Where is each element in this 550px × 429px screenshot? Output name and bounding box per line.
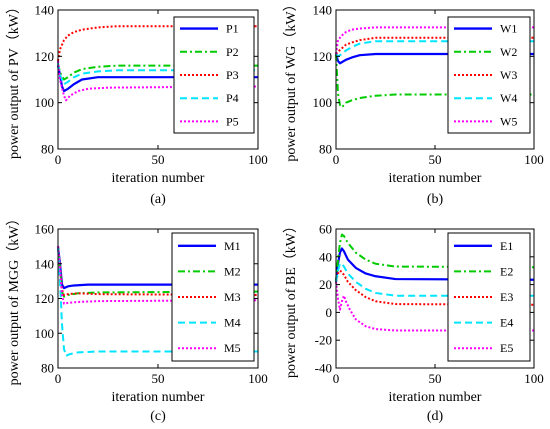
series-line-e4 <box>335 262 534 297</box>
y-tick-label: 140 <box>35 256 55 271</box>
x-tick-label: 100 <box>524 371 544 386</box>
chart-panel: 0 50 100 80 100 120 140 iteration number power o… <box>6 0 268 207</box>
series-line-w2 <box>335 53 534 109</box>
y-tick-label: 100 <box>35 95 55 110</box>
chart-panel: 0 50 100 -40 -20 0 20 40 60 iteration number power… <box>283 219 544 424</box>
legend-label-m3: M3 <box>224 290 241 304</box>
y-tick-label: 80 <box>319 142 332 157</box>
legend-label-e5: E5 <box>500 341 513 355</box>
series-line-p4 <box>57 63 258 86</box>
series-line-w5 <box>335 26 534 55</box>
panel-caption: (c) <box>150 409 166 424</box>
y-axis-label: power output of MGG（kW） <box>6 212 22 386</box>
legend-label-m2: M2 <box>224 264 241 278</box>
series-line-w1 <box>334 52 534 65</box>
legend-label-p5: P5 <box>226 114 239 128</box>
series-line-p5 <box>57 60 259 102</box>
x-tick-label: 0 <box>333 152 340 167</box>
series-line-e5 <box>335 281 534 332</box>
x-axis-label: iteration number <box>112 390 205 405</box>
y-tick-label: 140 <box>35 3 55 18</box>
panel-caption: (a) <box>150 192 166 207</box>
series-line-w3 <box>335 36 534 55</box>
y-tick-label: -40 <box>315 361 332 376</box>
x-axis-label: iteration number <box>389 390 482 405</box>
y-tick-label: 100 <box>313 95 333 110</box>
series-line-e3 <box>335 269 535 306</box>
legend-box <box>447 232 531 362</box>
legend-label-e4: E4 <box>500 316 513 330</box>
legend: W1 W2 W3 W4 W5 <box>447 16 531 134</box>
x-tick-label: 50 <box>152 371 165 386</box>
x-tick-label: 0 <box>55 152 62 167</box>
legend-label-e3: E3 <box>500 290 513 304</box>
x-tick-label: 50 <box>429 371 442 386</box>
legend-label-e1: E1 <box>500 239 513 253</box>
x-tick-label: 50 <box>429 152 442 167</box>
legend-label-m4: M4 <box>224 316 241 330</box>
y-tick-label: 80 <box>41 142 54 157</box>
y-tick-label: 140 <box>313 3 333 18</box>
y-axis-label: power output of BE（kW） <box>283 219 299 378</box>
x-tick-label: 100 <box>248 371 268 386</box>
y-axis-label: power output of PV（kW） <box>6 0 22 159</box>
chart-panel: 0 50 100 80 100 120 140 160 iteration number powe… <box>6 212 268 424</box>
panel-caption: (b) <box>427 192 444 207</box>
legend: E1 E2 E3 E4 E5 <box>447 232 531 362</box>
legend-label-p2: P2 <box>226 45 239 59</box>
panel-caption: (d) <box>427 409 444 424</box>
x-tick-label: 50 <box>152 152 165 167</box>
x-tick-label: 0 <box>55 371 62 386</box>
x-axis-label: iteration number <box>389 171 482 186</box>
y-tick-label: 120 <box>35 291 55 306</box>
legend-label-e2: E2 <box>500 264 513 278</box>
x-axis-label: iteration number <box>112 171 205 186</box>
legend: P1 P2 P3 P4 P5 <box>173 16 255 134</box>
y-tick-label: 80 <box>41 361 54 376</box>
legend-label-w1: W1 <box>500 22 517 36</box>
chart-panel: 0 50 100 80 100 120 140 iteration number power o… <box>283 0 544 207</box>
legend-label-p4: P4 <box>226 91 239 105</box>
y-tick-label: 120 <box>35 49 55 64</box>
legend-label-w4: W4 <box>500 91 517 105</box>
series-line-p3 <box>57 25 258 62</box>
series-line-m4 <box>57 246 258 357</box>
legend-label-m1: M1 <box>224 239 241 253</box>
legend-label-m5: M5 <box>224 341 241 355</box>
y-tick-label: 160 <box>35 222 55 237</box>
y-tick-label: 100 <box>35 326 55 341</box>
legend-label-w2: W2 <box>500 45 517 59</box>
y-tick-label: -20 <box>315 333 332 348</box>
x-tick-label: 100 <box>248 152 268 167</box>
y-tick-label: 0 <box>326 305 333 320</box>
legend-box <box>171 232 255 362</box>
series-line-m5 <box>57 246 259 305</box>
y-tick-label: 120 <box>313 49 333 64</box>
legend: M1 M2 M3 M4 M5 <box>171 232 255 362</box>
y-tick-label: 60 <box>319 222 332 237</box>
x-tick-label: 0 <box>333 371 340 386</box>
legend-label-p3: P3 <box>226 68 239 82</box>
y-tick-label: 20 <box>319 277 332 292</box>
x-tick-label: 100 <box>524 152 544 167</box>
legend-label-w5: W5 <box>500 114 517 128</box>
legend-box <box>447 16 531 134</box>
y-tick-label: 40 <box>319 249 332 264</box>
series-line-e2 <box>335 233 535 282</box>
legend-label-p1: P1 <box>226 22 239 36</box>
legend-label-w3: W3 <box>500 68 517 82</box>
y-axis-label: power output of WG（kW） <box>283 0 299 162</box>
